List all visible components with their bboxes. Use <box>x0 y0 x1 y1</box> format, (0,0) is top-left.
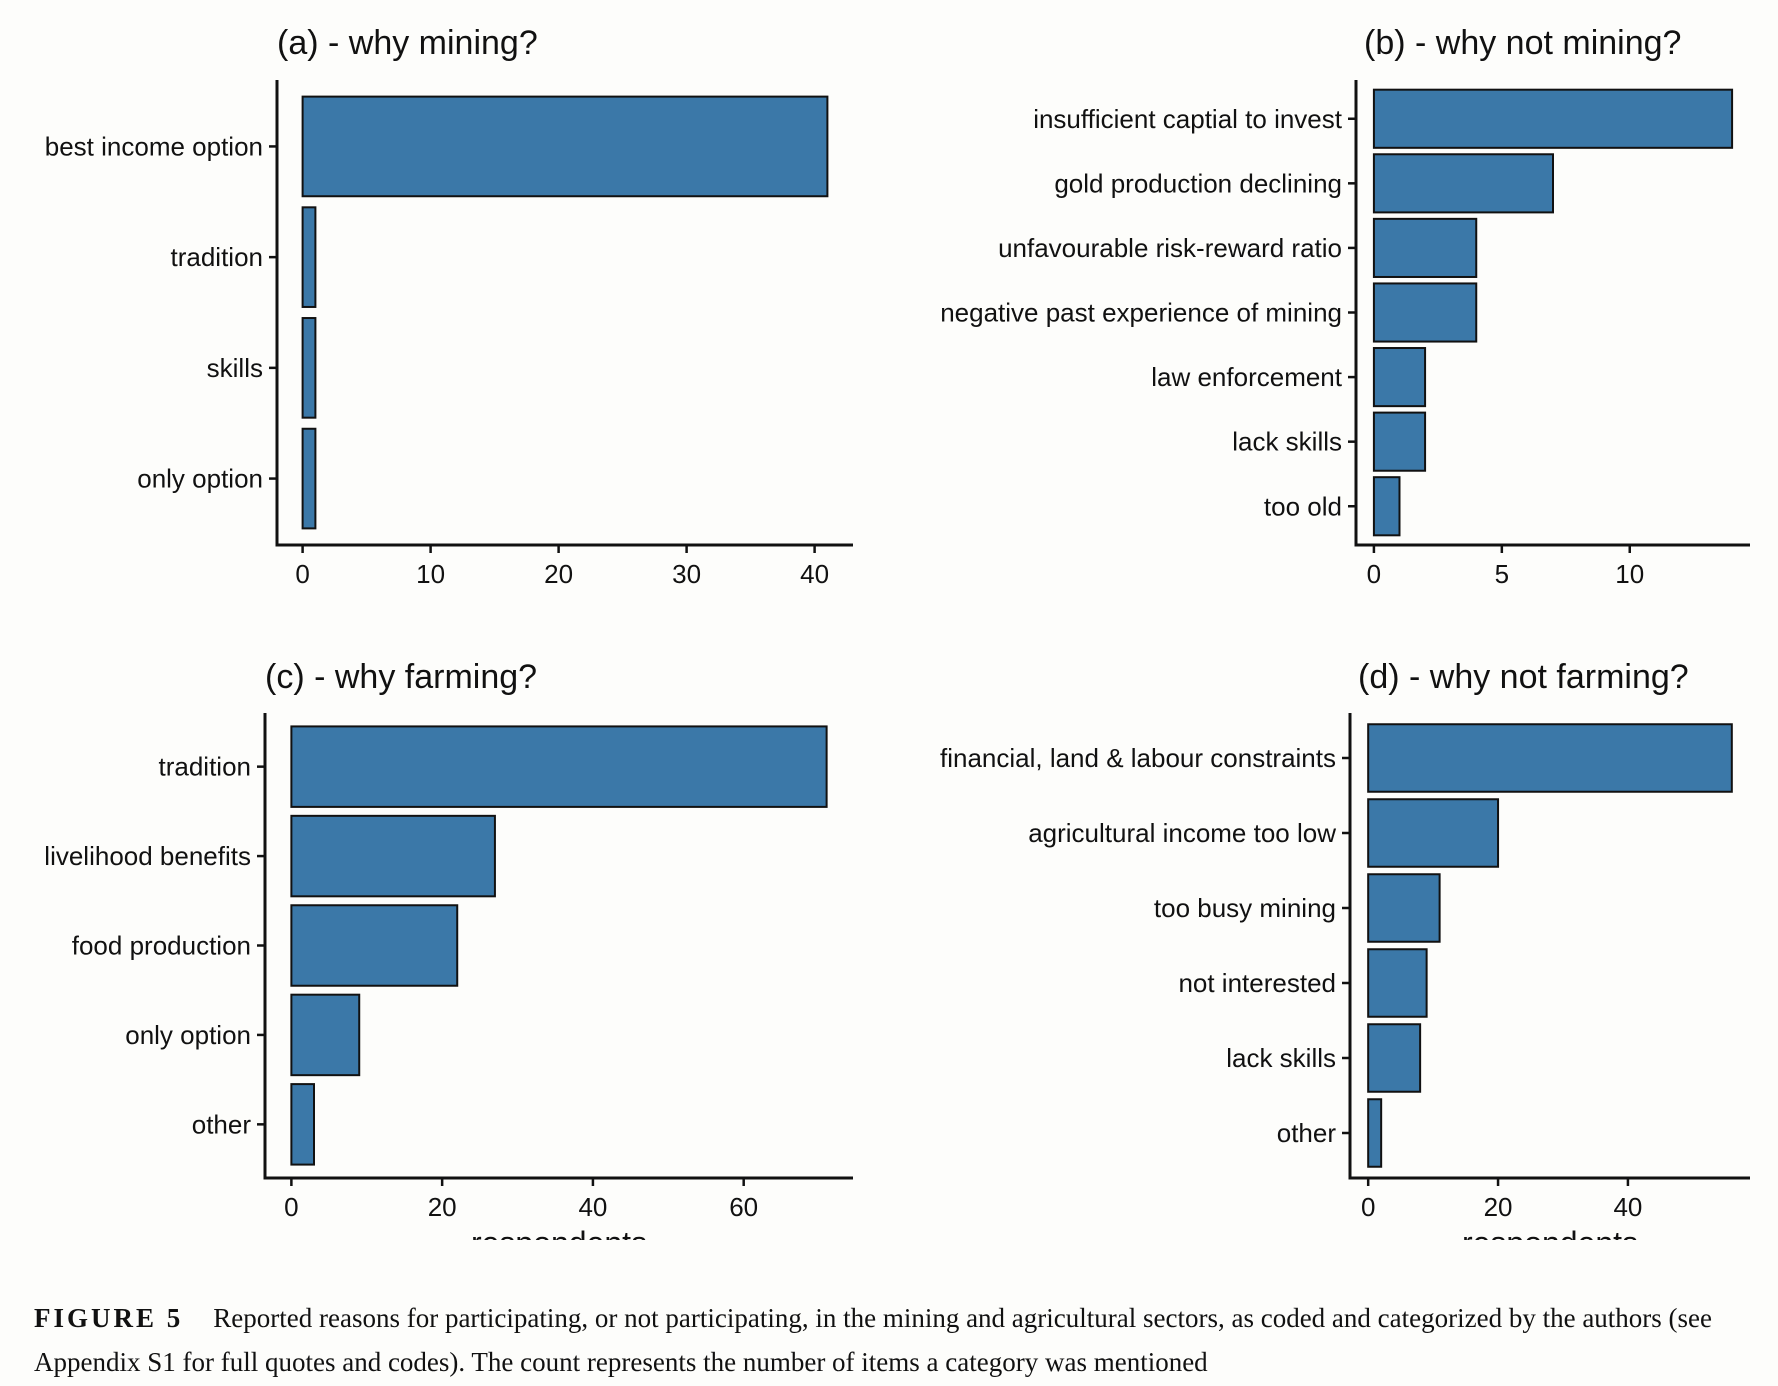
bar <box>1372 411 1427 472</box>
bar <box>1372 153 1554 214</box>
category-label: not interested <box>1178 968 1336 998</box>
bar <box>1367 873 1441 943</box>
x-tick-label: 40 <box>800 559 829 589</box>
figure-panels: (a) - why mining? best income option tradi… <box>44 24 1750 1240</box>
chart-panel-4: (d) - why not farming? financial, land & … <box>940 658 1750 1240</box>
panel-title: (d) - why not farming? <box>1358 658 1689 696</box>
bar <box>1372 347 1427 408</box>
x-tick-label: 10 <box>416 559 445 589</box>
bar <box>301 427 317 530</box>
bar <box>290 904 459 987</box>
x-tick-label: 0 <box>1367 559 1381 589</box>
x-tick-label: 40 <box>1613 1192 1642 1222</box>
x-axis-label: respondents <box>471 1225 647 1240</box>
bar <box>290 993 361 1077</box>
category-label: too old <box>1264 491 1342 521</box>
bar <box>1367 723 1733 793</box>
x-tick-label: 0 <box>295 559 309 589</box>
x-tick-label: 20 <box>428 1192 457 1222</box>
bar <box>301 95 829 198</box>
category-label: unfavourable risk-reward ratio <box>998 233 1342 263</box>
category-label: agricultural income too low <box>1028 818 1336 848</box>
category-label: tradition <box>159 752 252 782</box>
bar <box>1372 217 1478 278</box>
x-tick-label: 60 <box>729 1192 758 1222</box>
figure-caption: FIGURE 5 Reported reasons for participati… <box>34 1296 1744 1384</box>
bar <box>1367 1098 1383 1168</box>
bar <box>1367 1023 1422 1093</box>
bar <box>1372 88 1734 149</box>
bar <box>290 1083 315 1166</box>
chart-panel-3: (c) - why farming? tradition livelihood be… <box>44 658 853 1240</box>
x-tick-label: 0 <box>1361 1192 1375 1222</box>
category-label: too busy mining <box>1154 893 1336 923</box>
caption-text: Reported reasons for participating, or n… <box>34 1303 1713 1377</box>
x-tick-label: 5 <box>1495 559 1509 589</box>
panel-title: (a) - why mining? <box>277 24 538 62</box>
category-label: law enforcement <box>1151 362 1343 392</box>
panel-title: (b) - why not mining? <box>1364 24 1681 62</box>
category-label: other <box>1277 1118 1337 1148</box>
bar <box>290 814 496 898</box>
category-label: negative past experience of mining <box>940 298 1342 328</box>
category-label: best income option <box>45 131 263 161</box>
panel-title: (c) - why farming? <box>265 658 537 696</box>
category-label: only option <box>125 1020 251 1050</box>
x-tick-label: 20 <box>544 559 573 589</box>
bar <box>1372 282 1478 343</box>
x-tick-label: 10 <box>1615 559 1644 589</box>
category-label: financial, land & labour constraints <box>940 743 1336 773</box>
bar <box>1367 798 1500 868</box>
category-label: food production <box>72 931 251 961</box>
chart-panel-1: (a) - why mining? best income option tradi… <box>45 24 853 589</box>
category-label: insufficient captial to invest <box>1033 104 1343 134</box>
bar <box>301 206 317 308</box>
x-axis-label: respondents <box>1462 1225 1638 1240</box>
x-tick-label: 20 <box>1484 1192 1513 1222</box>
bar <box>1372 476 1401 537</box>
category-label: livelihood benefits <box>44 841 251 871</box>
bar <box>1367 948 1428 1018</box>
x-tick-label: 30 <box>672 559 701 589</box>
chart-panel-2: (b) - why not mining? insufficient captia… <box>940 24 1750 589</box>
category-label: gold production declining <box>1054 168 1342 198</box>
bar <box>301 317 317 419</box>
category-label: tradition <box>171 242 264 272</box>
category-label: lack skills <box>1232 427 1342 457</box>
x-tick-label: 40 <box>578 1192 607 1222</box>
bar <box>290 725 828 808</box>
figure-label: FIGURE 5 <box>34 1303 184 1333</box>
category-label: only option <box>137 464 263 494</box>
category-label: skills <box>207 353 263 383</box>
category-label: lack skills <box>1226 1043 1336 1073</box>
category-label: other <box>192 1109 252 1139</box>
x-tick-label: 0 <box>284 1192 298 1222</box>
